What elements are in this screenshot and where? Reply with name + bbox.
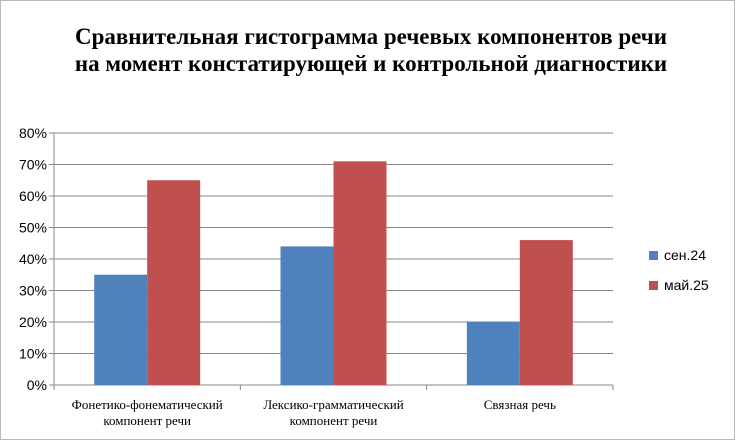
legend-item: сен.24 bbox=[649, 245, 709, 265]
bar bbox=[147, 180, 201, 385]
y-tick-label: 0% bbox=[27, 377, 47, 393]
y-tick-label: 20% bbox=[19, 314, 47, 330]
y-tick-label: 50% bbox=[19, 220, 47, 236]
bar bbox=[519, 240, 573, 385]
y-tick-label: 70% bbox=[19, 157, 47, 173]
x-category-label: Связная речь bbox=[484, 397, 556, 412]
y-tick-label: 60% bbox=[19, 188, 47, 204]
x-category-label: компонент речи bbox=[103, 413, 191, 428]
chart-title: Сравнительная гистограмма речевых компон… bbox=[74, 24, 668, 76]
bar bbox=[280, 246, 334, 385]
x-category-label: Лексико-грамматический bbox=[263, 397, 403, 412]
x-category-label: Фонетико-фонематический bbox=[72, 397, 223, 412]
legend-item: май.25 bbox=[649, 275, 709, 295]
y-tick-label: 10% bbox=[19, 346, 47, 362]
legend-label: май.25 bbox=[664, 277, 709, 293]
bar bbox=[94, 274, 148, 385]
legend: сен.24 май.25 bbox=[649, 245, 709, 305]
x-category-label: компонент речи bbox=[290, 413, 378, 428]
bar bbox=[333, 161, 387, 385]
legend-label: сен.24 bbox=[664, 247, 706, 263]
legend-swatch bbox=[649, 250, 658, 260]
legend-swatch bbox=[649, 280, 658, 290]
y-tick-label: 40% bbox=[19, 251, 47, 267]
y-tick-label: 30% bbox=[19, 283, 47, 299]
y-tick-label: 80% bbox=[19, 125, 47, 141]
bar bbox=[466, 322, 520, 385]
